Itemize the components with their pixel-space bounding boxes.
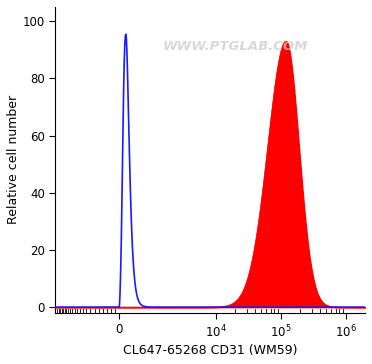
X-axis label: CL647-65268 CD31 (WM59): CL647-65268 CD31 (WM59) [123, 344, 298, 357]
Text: WWW.PTGLAB.COM: WWW.PTGLAB.COM [162, 40, 308, 53]
Y-axis label: Relative cell number: Relative cell number [7, 95, 20, 225]
